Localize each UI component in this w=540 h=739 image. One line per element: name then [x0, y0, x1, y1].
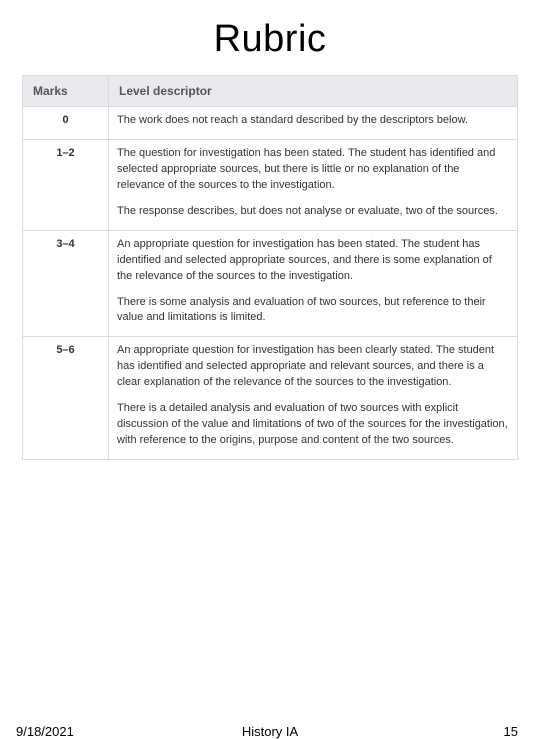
marks-cell: 0 [23, 107, 109, 140]
descriptor-text: The work does not reach a standard descr… [117, 113, 509, 129]
descriptor-text: The question for investigation has been … [117, 146, 509, 194]
descriptor-cell: An appropriate question for investigatio… [109, 230, 518, 337]
col-header-marks: Marks [23, 76, 109, 107]
page-title: Rubric [0, 18, 540, 61]
table-row: 1–2 The question for investigation has b… [23, 139, 518, 230]
descriptor-cell: The work does not reach a standard descr… [109, 107, 518, 140]
descriptor-text: The response describes, but does not ana… [117, 204, 509, 220]
footer-center: History IA [242, 724, 298, 739]
marks-cell: 5–6 [23, 337, 109, 460]
descriptor-text: An appropriate question for investigatio… [117, 343, 509, 391]
col-header-descriptor: Level descriptor [109, 76, 518, 107]
descriptor-text: There is a detailed analysis and evaluat… [117, 401, 509, 449]
table-row: 0 The work does not reach a standard des… [23, 107, 518, 140]
descriptor-cell: An appropriate question for investigatio… [109, 337, 518, 460]
footer-date: 9/18/2021 [16, 724, 74, 739]
footer-page-number: 15 [504, 724, 518, 739]
descriptor-cell: The question for investigation has been … [109, 139, 518, 230]
table-row: 5–6 An appropriate question for investig… [23, 337, 518, 460]
rubric-table: Marks Level descriptor 0 The work does n… [22, 75, 518, 460]
descriptor-text: There is some analysis and evaluation of… [117, 295, 509, 327]
descriptor-text: An appropriate question for investigatio… [117, 237, 509, 285]
table-row: 3–4 An appropriate question for investig… [23, 230, 518, 337]
marks-cell: 3–4 [23, 230, 109, 337]
marks-cell: 1–2 [23, 139, 109, 230]
table-header-row: Marks Level descriptor [23, 76, 518, 107]
